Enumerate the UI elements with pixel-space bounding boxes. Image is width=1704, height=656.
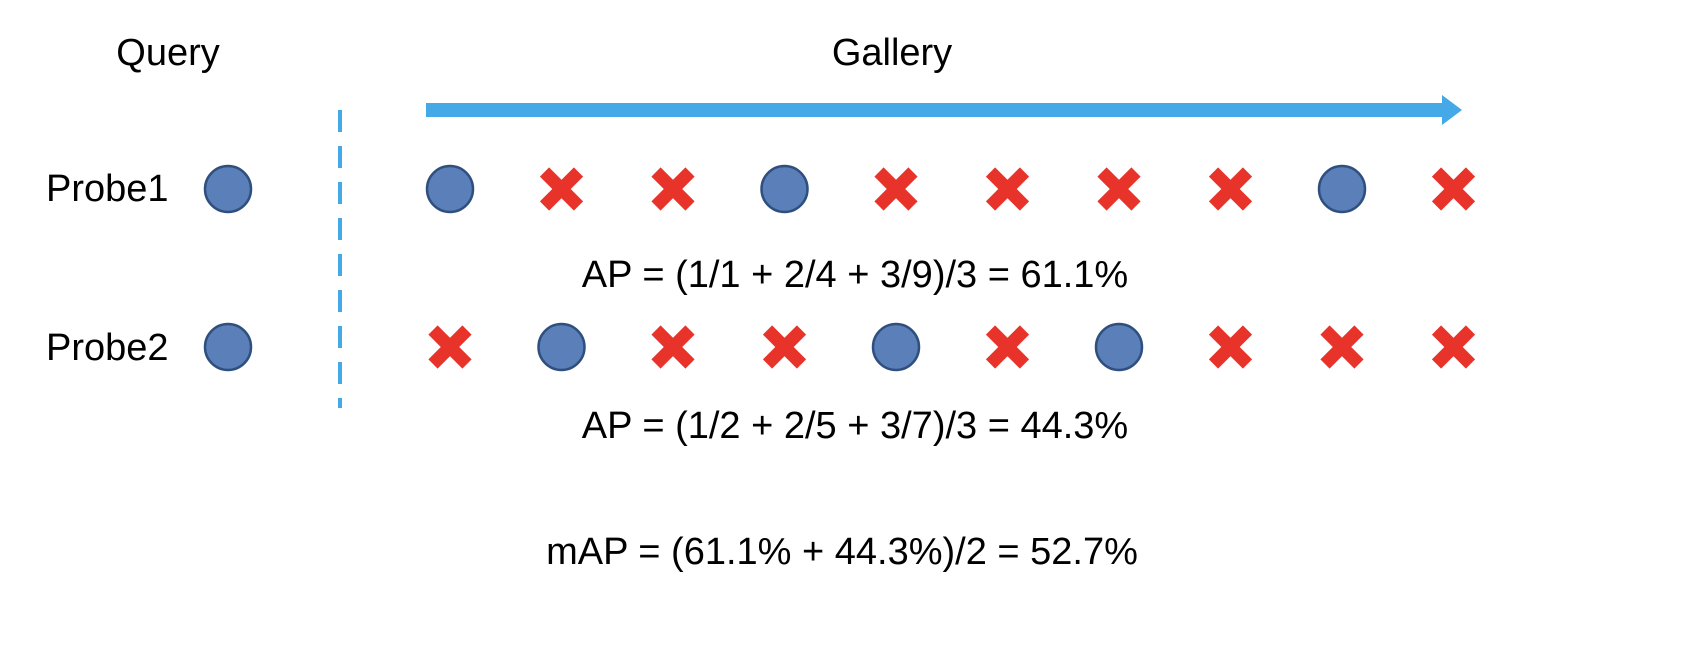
probe1-label: Probe1 — [46, 168, 169, 210]
probe2-gallery-2-match-circle — [537, 322, 586, 372]
probe1-gallery-2-mismatch-cross — [539, 167, 584, 211]
probe2-gallery-3-mismatch-cross — [651, 325, 695, 369]
probe2-query-match-circle — [203, 322, 253, 372]
probe1-gallery-1-match-circle — [425, 164, 475, 214]
probe1-gallery-10-mismatch-cross — [1431, 167, 1476, 211]
probe1-gallery-6-mismatch-cross — [985, 167, 1030, 211]
probe2-gallery-1-mismatch-cross — [428, 325, 472, 369]
gallery-header: Gallery — [831, 32, 953, 74]
probe2-label: Probe2 — [46, 327, 169, 369]
query-header: Query — [116, 32, 220, 74]
map-formula: mAP = (61.1% + 44.3%)/2 = 52.7% — [546, 531, 1138, 573]
probe2-ap-formula: AP = (1/2 + 2/5 + 3/7)/3 = 44.3% — [581, 405, 1129, 447]
probe2-gallery-8-mismatch-cross — [1208, 325, 1253, 369]
probe2-gallery-5-match-circle — [871, 322, 921, 372]
probe2-gallery-6-mismatch-cross — [985, 325, 1030, 369]
probe2-gallery-9-mismatch-cross — [1320, 325, 1364, 369]
probe1-gallery-3-mismatch-cross — [651, 167, 695, 211]
probe1-ap-formula: AP = (1/1 + 2/4 + 3/9)/3 = 61.1% — [581, 254, 1129, 296]
marks-layer — [203, 164, 1476, 372]
probe2-gallery-7-match-circle — [1094, 322, 1144, 372]
probe1-gallery-4-match-circle — [760, 164, 809, 214]
probe2-gallery-10-mismatch-cross — [1431, 325, 1476, 369]
gallery-arrow — [426, 95, 1462, 125]
probe1-gallery-9-match-circle — [1317, 164, 1367, 214]
probe1-gallery-8-mismatch-cross — [1208, 167, 1253, 211]
probe1-gallery-7-mismatch-cross — [1097, 167, 1141, 211]
probe1-gallery-5-mismatch-cross — [874, 167, 918, 211]
probe2-gallery-4-mismatch-cross — [762, 325, 807, 369]
probe1-query-match-circle — [203, 164, 253, 214]
